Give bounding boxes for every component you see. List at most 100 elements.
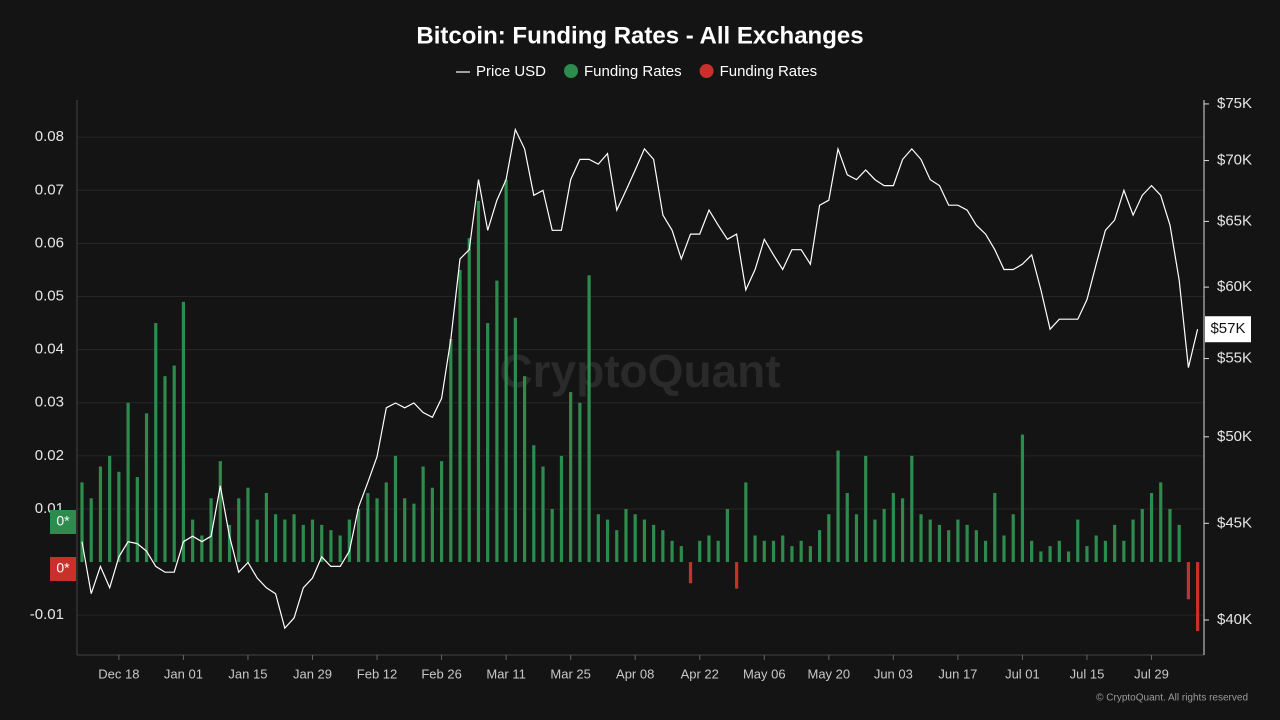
- bar: [1011, 514, 1015, 563]
- badge: [50, 557, 76, 581]
- bar: [412, 503, 416, 563]
- bar: [1122, 540, 1126, 563]
- bar: [615, 530, 619, 563]
- bar: [449, 338, 453, 563]
- bar: [1076, 519, 1080, 563]
- x-tick-label: Feb 26: [421, 666, 461, 681]
- bar: [135, 477, 139, 563]
- bar: [790, 546, 794, 563]
- bar: [301, 524, 305, 563]
- bar: [98, 466, 103, 563]
- bar: [550, 508, 554, 563]
- bar: [974, 530, 978, 563]
- y2-tick-label: $65K: [1217, 212, 1252, 229]
- watermark: CryptoQuant: [499, 345, 780, 397]
- bar: [393, 455, 398, 563]
- y2-tick-label: $50K: [1217, 428, 1252, 445]
- bar: [725, 508, 729, 563]
- bar: [688, 562, 693, 584]
- bar: [403, 498, 407, 563]
- bar: [965, 524, 969, 563]
- bar: [735, 562, 739, 589]
- bar: [679, 546, 683, 563]
- x-tick-label: Apr 08: [616, 666, 654, 681]
- bar: [836, 450, 840, 563]
- bar: [569, 392, 573, 563]
- bar: [283, 519, 287, 563]
- x-tick-label: Apr 22: [681, 666, 719, 681]
- x-tick-label: Feb 12: [357, 666, 397, 681]
- bar: [827, 514, 831, 563]
- bar: [347, 519, 351, 563]
- bar: [320, 524, 324, 563]
- bar: [596, 514, 600, 563]
- bar: [80, 482, 84, 563]
- bar: [559, 455, 564, 563]
- bar: [89, 498, 93, 563]
- y2-tick-label: $70K: [1217, 152, 1252, 169]
- bar: [818, 530, 822, 563]
- y-tick-label: 0.02: [35, 447, 64, 464]
- bar: [163, 376, 167, 563]
- bar: [144, 413, 149, 563]
- badge-label: 0*: [56, 513, 70, 529]
- bar: [1030, 540, 1034, 563]
- y-tick-label: 0.08: [35, 128, 64, 145]
- bar: [255, 519, 259, 563]
- badge-label: 0*: [56, 560, 70, 576]
- bar: [237, 498, 241, 563]
- x-tick-label: Mar 25: [550, 666, 590, 681]
- price-line: [81, 127, 1199, 630]
- bar: [191, 519, 195, 563]
- bar: [873, 519, 877, 563]
- bar: [458, 269, 462, 563]
- bar: [310, 519, 315, 563]
- bar: [108, 455, 112, 563]
- legend-label: Funding Rates: [584, 63, 682, 80]
- y-tick-label: 0.07: [35, 181, 64, 198]
- bar: [891, 493, 895, 563]
- bar: [1085, 546, 1089, 563]
- x-tick-label: Dec 18: [98, 666, 139, 681]
- bar: [486, 323, 490, 563]
- x-tick-label: Jul 15: [1070, 666, 1105, 681]
- bar: [513, 317, 517, 563]
- price-marker-label: $57K: [1210, 320, 1245, 337]
- x-tick-label: Jan 01: [164, 666, 203, 681]
- bar: [652, 524, 656, 563]
- bar: [1186, 562, 1190, 600]
- bar: [504, 179, 508, 563]
- bar: [605, 519, 610, 563]
- bar: [181, 301, 186, 563]
- bar: [357, 508, 361, 563]
- bar: [1196, 562, 1200, 632]
- bar: [900, 498, 905, 563]
- x-tick-label: Jun 03: [874, 666, 913, 681]
- bar: [771, 540, 776, 563]
- bar: [1140, 508, 1144, 563]
- x-tick-label: Jul 29: [1134, 666, 1169, 681]
- bar: [200, 535, 204, 563]
- bar: [495, 280, 499, 563]
- y-tick-label: 0.05: [35, 287, 64, 304]
- y2-tick-label: $45K: [1217, 514, 1252, 531]
- bar: [384, 482, 388, 563]
- legend-swatch: [564, 64, 579, 78]
- bar: [476, 200, 481, 563]
- bar: [172, 365, 176, 563]
- bar: [845, 493, 849, 563]
- bar: [366, 493, 370, 563]
- bar: [1113, 524, 1117, 563]
- bar: [670, 540, 674, 563]
- bar: [375, 498, 379, 563]
- legend-label: Funding Rates: [720, 63, 818, 80]
- bar: [126, 402, 130, 563]
- y-tick-label: 0.03: [35, 394, 64, 411]
- bar: [1177, 524, 1181, 563]
- bar: [633, 514, 637, 563]
- y2-tick-label: $55K: [1217, 350, 1252, 367]
- bar: [421, 466, 425, 563]
- y-tick-label: 0.06: [35, 234, 64, 251]
- bar: [882, 508, 886, 563]
